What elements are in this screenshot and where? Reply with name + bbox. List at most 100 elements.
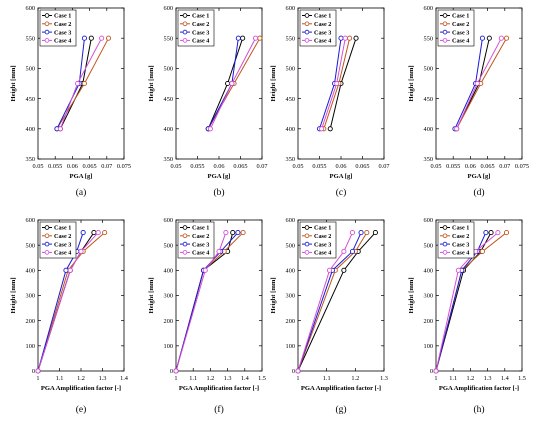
legend-entry: Case 3: [54, 241, 71, 248]
legend-swatch-marker: [304, 225, 310, 230]
y-tick-label: 300: [286, 293, 295, 300]
legend-entry: Case 4: [314, 38, 331, 45]
y-axis-label: Height [mm]: [270, 277, 277, 313]
data-point: [95, 230, 101, 236]
x-tick-label: 0.055: [312, 163, 326, 170]
data-point: [173, 368, 179, 374]
x-tick-label: 0.06: [335, 163, 346, 170]
data-point: [63, 267, 69, 273]
data-point: [105, 35, 112, 41]
legend-swatch-marker: [304, 29, 310, 35]
y-tick-label: 600: [164, 5, 173, 12]
x-tick-label: 1.4: [501, 375, 510, 382]
x-axis-label: PGA Amplification factor [-]: [439, 385, 519, 392]
legend-swatch-marker: [442, 38, 448, 43]
data-point: [479, 35, 485, 41]
x-tick-label: 1.2: [466, 375, 474, 382]
data-point: [75, 80, 81, 87]
data-point: [364, 230, 370, 236]
legend-swatch-marker: [44, 233, 50, 239]
data-point: [235, 230, 241, 236]
x-tick-label: 1: [36, 375, 39, 382]
panel-label: (e): [76, 404, 87, 415]
y-tick-label: 600: [286, 5, 295, 12]
legend-entry: Case 4: [452, 38, 469, 45]
legend-swatch-marker: [182, 29, 188, 35]
data-point: [486, 35, 492, 41]
x-tick-label: 1.3: [99, 375, 107, 382]
legend-swatch-marker: [182, 225, 188, 230]
y-tick-label: 200: [424, 318, 433, 325]
data-point: [479, 248, 485, 255]
chart-panel: 0.05 0.055 0.06 0.065 0.07 350 400 450 500 550 600…: [148, 5, 268, 198]
legend-swatch-marker: [44, 13, 50, 18]
y-tick-label: 400: [26, 126, 35, 133]
legend-entry: Case 3: [314, 29, 331, 36]
data-point: [235, 35, 241, 41]
y-tick-label: 100: [424, 343, 433, 350]
data-point: [342, 35, 348, 41]
data-point: [295, 368, 301, 374]
x-tick-label: 0.05: [32, 163, 43, 170]
chart-panel: 1 1.1 1.2 1.3 1.4 0 100 200 300 400 500 600 PGA Ampl…: [10, 217, 129, 415]
x-tick-label: 1.3: [224, 375, 232, 382]
data-point: [341, 267, 347, 273]
data-point: [327, 126, 333, 132]
x-tick-label: 0.05: [292, 163, 303, 170]
y-tick-label: 450: [26, 96, 35, 103]
legend-swatch-marker: [182, 13, 188, 18]
series-line: [297, 232, 362, 372]
legend-entry: Case 3: [452, 29, 469, 36]
x-tick-label: 1.2: [351, 375, 359, 382]
x-tick-label: 0.07: [499, 163, 510, 170]
y-tick-label: 600: [26, 5, 35, 12]
x-tick-label: 1: [296, 375, 299, 382]
data-point: [91, 230, 97, 236]
y-tick-label: 550: [286, 35, 295, 42]
data-point: [474, 80, 480, 87]
y-tick-label: 100: [164, 343, 173, 350]
data-point: [230, 230, 236, 236]
x-tick-label: 1.1: [56, 375, 64, 382]
y-axis-label: Height [mm]: [10, 277, 17, 313]
series-line: [435, 232, 499, 372]
data-point: [35, 368, 41, 374]
data-point: [67, 267, 73, 273]
x-tick-label: 0.07: [378, 163, 389, 170]
y-tick-label: 400: [424, 268, 433, 275]
legend-entry: Case 3: [314, 241, 331, 248]
y-tick-label: 500: [286, 66, 295, 73]
legend-entry: Case 3: [192, 29, 209, 36]
y-tick-label: 400: [164, 268, 173, 275]
series-line: [175, 232, 227, 372]
legend-entry: Case 2: [452, 21, 469, 28]
legend-entry: Case 1: [314, 225, 331, 232]
y-tick-label: 300: [26, 293, 35, 300]
y-tick-label: 550: [26, 35, 35, 42]
x-tick-label: 1.3: [484, 375, 492, 382]
y-axis-label: Height [mm]: [148, 277, 155, 313]
y-tick-label: 600: [424, 5, 433, 12]
data-point: [483, 230, 489, 236]
data-point: [240, 35, 246, 41]
legend-swatch-marker: [442, 233, 448, 239]
legend-swatch-marker: [442, 21, 448, 27]
legend-swatch-marker: [442, 241, 448, 247]
y-tick-label: 350: [164, 156, 173, 163]
legend-entry: Case 1: [452, 225, 469, 232]
legend-entry: Case 2: [314, 21, 331, 28]
legend-swatch-marker: [44, 241, 50, 247]
data-point: [216, 248, 222, 255]
data-point: [338, 35, 344, 41]
x-tick-label: 1.5: [518, 375, 526, 382]
x-tick-label: 0.055: [48, 163, 62, 170]
legend-swatch-marker: [44, 225, 50, 230]
data-point: [503, 35, 510, 41]
data-point: [358, 230, 364, 236]
y-tick-label: 450: [164, 96, 173, 103]
x-tick-label: 0.055: [190, 163, 204, 170]
